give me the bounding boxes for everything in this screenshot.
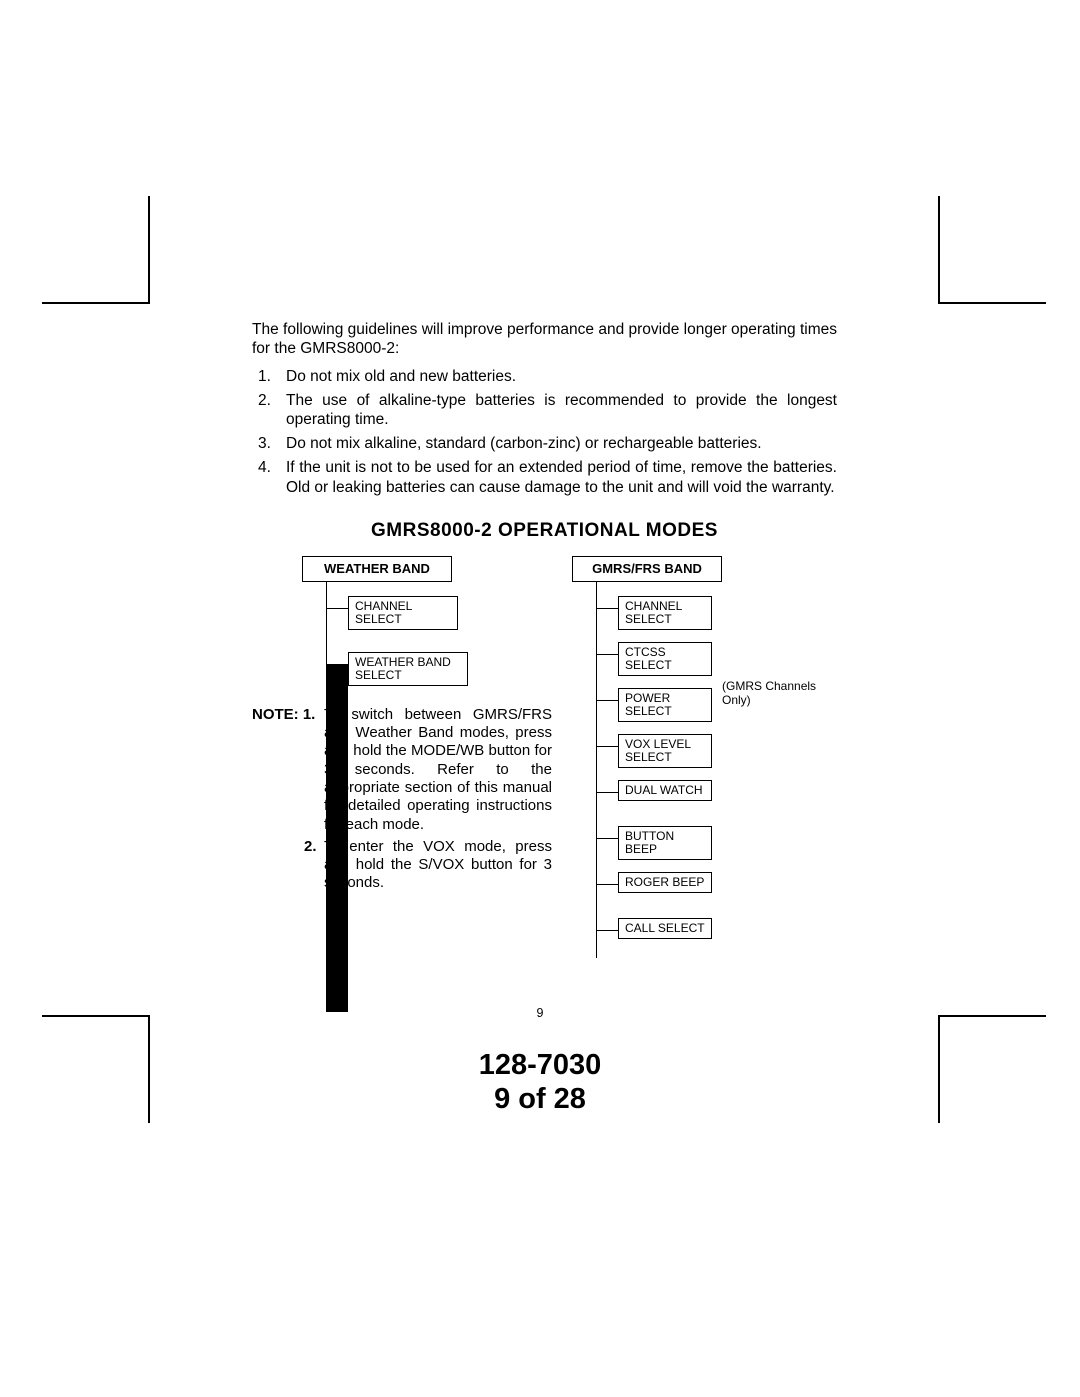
- branch-line: [596, 792, 618, 793]
- gmrs-item-2: POWER SELECT: [618, 688, 712, 722]
- note-2: 2. To enter the VOX mode, press and hold…: [252, 838, 552, 893]
- crop-mark: [938, 196, 940, 304]
- gmrs-item-5: BUTTON BEEP: [618, 826, 712, 860]
- crop-mark: [42, 302, 150, 304]
- branch-line: [596, 930, 618, 931]
- bus-line: [596, 582, 597, 958]
- gmrs-item-7: CALL SELECT: [618, 918, 712, 939]
- guideline-item: The use of alkaline-type batteries is re…: [252, 391, 837, 431]
- operational-modes-diagram: WEATHER BAND CHANNEL SELECT WEATHER BAND…: [252, 556, 837, 976]
- crop-mark: [938, 1015, 1046, 1017]
- content-block: The following guidelines will improve pe…: [252, 320, 837, 976]
- note-1-lead: NOTE: 1.: [252, 706, 324, 724]
- notes-block: NOTE: 1. To switch between GMRS/FRS and …: [252, 706, 552, 897]
- note-2-body: To enter the VOX mode, press and hold th…: [324, 838, 552, 892]
- crop-mark: [938, 302, 1046, 304]
- branch-line: [596, 746, 618, 747]
- gmrs-item-4: DUAL WATCH: [618, 780, 712, 801]
- section-heading: GMRS8000-2 OPERATIONAL MODES: [252, 520, 837, 542]
- crop-mark: [148, 1015, 150, 1123]
- footer-page-of: 9 of 28: [479, 1082, 602, 1116]
- weather-item-1: WEATHER BAND SELECT: [348, 652, 468, 686]
- footer-doc-id: 128-7030: [479, 1048, 602, 1082]
- intro-paragraph: The following guidelines will improve pe…: [252, 320, 837, 359]
- weather-band-header: WEATHER BAND: [302, 556, 452, 582]
- guideline-item: Do not mix old and new batteries.: [252, 367, 837, 387]
- guideline-item: Do not mix alkaline, standard (carbon-zi…: [252, 434, 837, 454]
- gmrs-frs-header: GMRS/FRS BAND: [572, 556, 722, 582]
- guideline-item: If the unit is not to be used for an ext…: [252, 458, 837, 498]
- guidelines-list: Do not mix old and new batteries. The use…: [252, 367, 837, 498]
- note-1-body: To switch between GMRS/FRS and Weather B…: [324, 706, 552, 833]
- note-1: NOTE: 1. To switch between GMRS/FRS and …: [252, 706, 552, 834]
- crop-mark: [148, 196, 150, 304]
- gmrs-item-0: CHANNEL SELECT: [618, 596, 712, 630]
- crop-mark: [42, 1015, 150, 1017]
- branch-line: [596, 838, 618, 839]
- note-2-lead: 2.: [304, 838, 324, 856]
- crop-mark: [938, 1015, 940, 1123]
- branch-line: [326, 608, 348, 609]
- gmrs-item-1: CTCSS SELECT: [618, 642, 712, 676]
- page-number: 9: [537, 1006, 544, 1020]
- gmrs-item-3: VOX LEVEL SELECT: [618, 734, 712, 768]
- weather-item-0: CHANNEL SELECT: [348, 596, 458, 630]
- bus-line: [326, 582, 327, 676]
- gmrs-item-6: ROGER BEEP: [618, 872, 712, 893]
- page: The following guidelines will improve pe…: [0, 0, 1080, 1397]
- branch-line: [596, 884, 618, 885]
- branch-line: [596, 608, 618, 609]
- branch-line: [596, 700, 618, 701]
- power-select-sidenote: (GMRS Channels Only): [722, 680, 832, 708]
- branch-line: [596, 654, 618, 655]
- footer: 128-7030 9 of 28: [479, 1048, 602, 1116]
